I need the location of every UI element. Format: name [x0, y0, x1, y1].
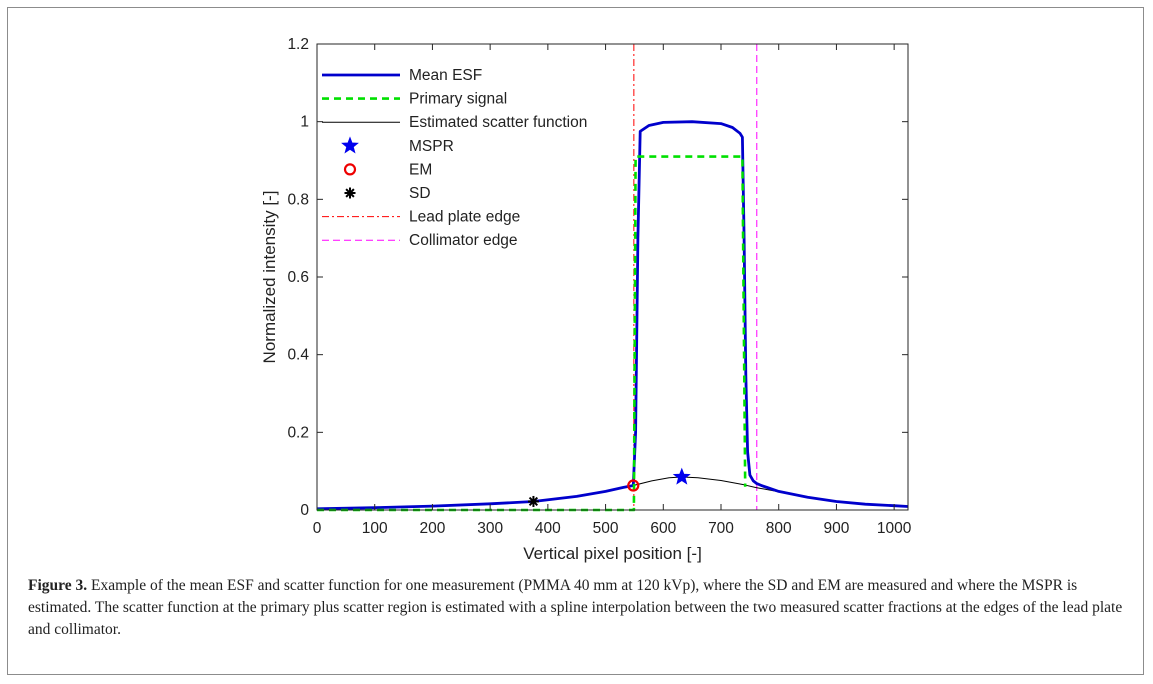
y-tick-label: 0: [300, 502, 309, 519]
legend-mean-esf-label: Mean ESF: [409, 67, 482, 84]
x-tick-label: 900: [823, 520, 849, 537]
y-tick-label: 1: [300, 114, 309, 131]
primary-signal-series: [317, 155, 747, 512]
legend-sd-marker-stroke: [345, 188, 355, 198]
y-tick-label: 0.4: [287, 347, 309, 364]
legend-mspr-label: MSPR: [409, 138, 454, 155]
legend-sd-marker: [344, 187, 356, 199]
chart: 0 100 200 300 400 500 600 700 800 900 1000 0 0.2 0.4 0…: [260, 36, 912, 563]
x-axis-label: Vertical pixel position [-]: [523, 544, 702, 563]
sd-marker-stroke: [528, 496, 539, 507]
x-tick-label: 0: [313, 520, 322, 537]
y-axis-label: Normalized intensity [-]: [260, 191, 279, 364]
legend-lead-plate-edge-label: Lead plate edge: [409, 209, 520, 226]
legend-primary-signal-label: Primary signal: [409, 91, 507, 108]
y-tick-label: 1.2: [287, 36, 309, 53]
x-tick-label: 700: [708, 520, 734, 537]
x-tick-label: 800: [766, 520, 792, 537]
mspr-marker: [672, 467, 691, 485]
caption-text: Example of the mean ESF and scatter func…: [28, 577, 1123, 638]
y-tick-label: 0.6: [287, 269, 309, 286]
x-tick-label: 400: [535, 520, 561, 537]
legend-estimated-scatter-function-label: Estimated scatter function: [409, 114, 587, 131]
plot-axes-box: [316, 43, 909, 511]
legend-collimator-edge-label: Collimator edge: [409, 232, 518, 249]
legend-em-label: EM: [409, 161, 432, 178]
figure-caption: Figure 3. Example of the mean ESF and sc…: [28, 575, 1128, 641]
x-tick-label: 300: [477, 520, 503, 537]
sd-marker: [527, 495, 539, 507]
legend-em-marker: [343, 163, 357, 176]
x-tick-label: 600: [650, 520, 676, 537]
legend-mspr-marker: [341, 136, 359, 154]
caption-label: Figure 3.: [28, 577, 88, 594]
y-tick-label: 0.8: [287, 191, 309, 208]
em-marker: [627, 479, 640, 492]
x-tick-label: 200: [419, 520, 445, 537]
estimated-scatter-function-series: [316, 476, 909, 510]
y-tick-label: 0.2: [287, 424, 309, 441]
figure-frame: [7, 7, 1144, 675]
mean-esf-series: [316, 120, 909, 511]
x-tick-label: 500: [593, 520, 619, 537]
x-tick-label: 1000: [877, 520, 912, 537]
x-tick-label: 100: [362, 520, 388, 537]
legend-sd-label: SD: [409, 185, 431, 202]
